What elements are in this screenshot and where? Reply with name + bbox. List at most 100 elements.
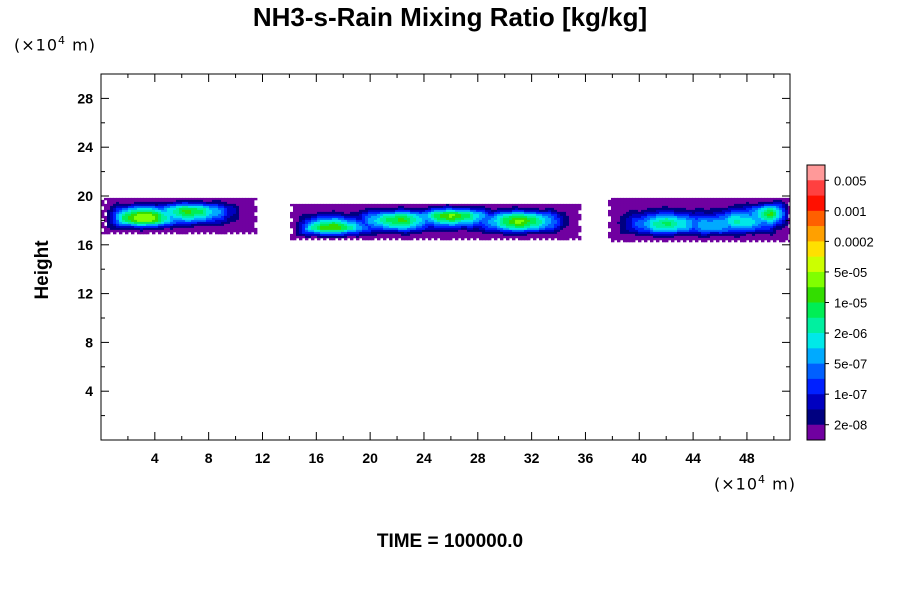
contour-cell [308,213,312,217]
contour-cell [629,233,633,237]
contour-cell [356,217,360,221]
contour-cell [722,199,726,203]
contour-cell [194,197,198,201]
contour-cell [185,203,189,207]
contour-cell [644,229,648,233]
contour-cell [101,201,105,205]
contour-cell [296,203,300,207]
contour-cell [689,239,693,243]
contour-cell [518,227,522,231]
contour-cell [449,211,453,215]
contour-cell [440,227,444,231]
contour-cell [539,231,543,235]
contour-cell [419,203,423,207]
contour-cell [470,235,474,239]
contour-cell [479,235,483,239]
contour-cell [563,203,567,207]
contour-cell [362,235,366,239]
contour-cell [749,213,753,217]
contour-cell [575,223,579,227]
contour-cell [419,227,423,231]
contour-cell [662,209,666,213]
contour-cell [254,205,258,209]
contour-cell [416,221,420,225]
contour-cell [665,217,669,221]
contour-cell [761,239,765,243]
contour-cell [368,235,372,239]
contour-cell [404,209,408,213]
contour-cell [686,207,690,211]
contour-cell [482,221,486,225]
contour-cell [770,223,774,227]
contour-cell [785,231,789,235]
contour-cell [452,231,456,235]
contour-cell [749,235,753,239]
contour-cell [431,213,435,217]
contour-cell [719,229,723,233]
contour-cell [392,207,396,211]
contour-cell [158,203,162,207]
contour-cell [506,211,510,215]
contour-cell [782,211,786,215]
contour-cell [158,223,162,227]
contour-cell [701,213,705,217]
contour-cell [440,229,444,233]
contour-cell [668,223,672,227]
contour-cell [665,199,669,203]
contour-cell [650,223,654,227]
contour-cell [734,203,738,207]
contour-cell [527,215,531,219]
contour-cell [293,221,297,225]
contour-cell [725,237,729,241]
contour-cell [554,219,558,223]
contour-cell [167,201,171,205]
contour-cell [221,197,225,201]
contour-cell [182,217,186,221]
contour-cell [770,229,774,233]
contour-cell [314,213,318,217]
contour-cell [422,211,426,215]
contour-cell [761,233,765,237]
contour-cell [740,211,744,215]
contour-cell [644,201,648,205]
contour-cell [344,215,348,219]
contour-cell [416,231,420,235]
contour-cell [440,213,444,217]
contour-cell [365,219,369,223]
contour-cell [632,223,636,227]
contour-cell [224,221,228,225]
contour-cell [542,215,546,219]
contour-cell [521,233,525,237]
contour-cell [353,231,357,235]
contour-cell [476,221,480,225]
contour-cell [197,221,201,225]
contour-cell [209,219,213,223]
contour-cell [215,203,219,207]
contour-cell [356,215,360,219]
contour-cell [575,203,579,207]
contour-cell [302,209,306,213]
contour-cell [536,213,540,217]
contour-cell [116,213,120,217]
contour-cell [218,209,222,213]
contour-cell [557,225,561,229]
contour-cell [398,225,402,229]
contour-cell [416,223,420,227]
contour-cell [347,227,351,231]
contour-cell [659,235,663,239]
contour-cell [533,233,537,237]
contour-cell [626,217,630,221]
contour-cell [413,203,417,207]
contour-cell [776,215,780,219]
contour-cell [626,239,630,243]
contour-cell [341,209,345,213]
contour-cell [716,217,720,221]
contour-cell [407,203,411,207]
contour-cell [350,217,354,221]
contour-cell [446,209,450,213]
contour-cell [770,221,774,225]
contour-cell [434,209,438,213]
contour-cell [422,227,426,231]
contour-cell [689,201,693,205]
contour-cell [107,227,111,231]
